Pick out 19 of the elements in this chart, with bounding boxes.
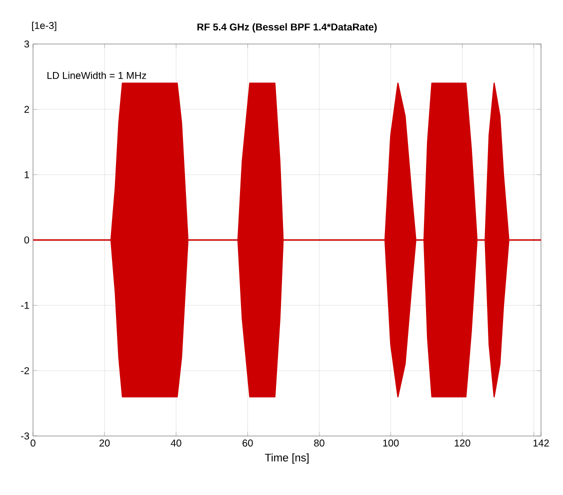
x-tick-label: 60	[242, 440, 253, 447]
x-tick-label: 142	[533, 440, 549, 446]
x-axis-title: Time [ns]	[264, 453, 309, 464]
x-tick-label: 100	[383, 440, 399, 447]
x-tick-label: 80	[314, 440, 324, 447]
x-tick-label: 20	[100, 440, 110, 447]
y-tick-label: 3	[24, 40, 30, 48]
y-tick-label: -3	[21, 432, 30, 440]
y-tick-label: -1	[21, 302, 30, 309]
text: [1e-3]	[32, 22, 56, 31]
y-tick-label: 2	[24, 106, 29, 113]
x-tick-label: 0	[30, 440, 36, 447]
y-tick-label: 1	[24, 171, 30, 178]
chart-title: RF 5.4 GHz (Bessel BPF 1.4*DataRate)	[197, 23, 377, 32]
annotation: LD LineWidth = 1 MHz	[47, 72, 146, 80]
y-tick-label: 0	[24, 236, 30, 244]
x-tick-label: 40	[170, 440, 182, 447]
y-tick-label: -2	[21, 367, 29, 374]
x-tick-label: 120	[454, 440, 470, 447]
